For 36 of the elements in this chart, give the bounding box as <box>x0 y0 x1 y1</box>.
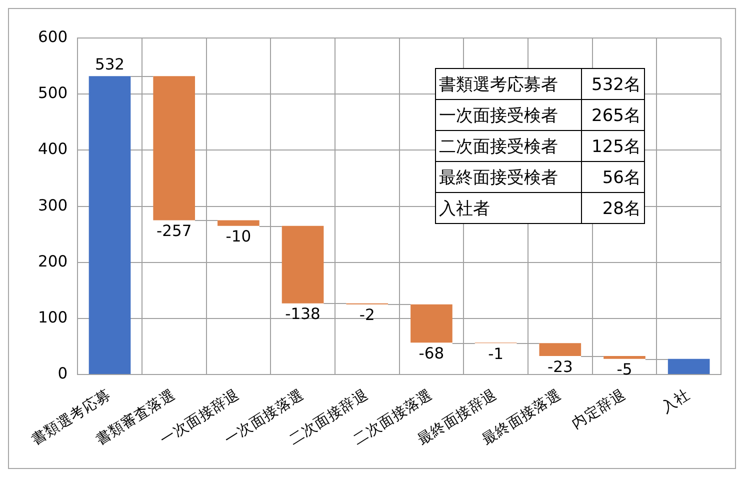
data-label: -2 <box>359 306 375 324</box>
annotation: 265名 <box>582 100 644 130</box>
bar <box>539 343 582 356</box>
y-tick-label: 500 <box>38 84 68 102</box>
annotation: 入社者 <box>436 192 582 224</box>
annotation: 532名 <box>582 68 644 100</box>
bar <box>668 358 710 374</box>
annotation: 28名 <box>582 192 644 224</box>
annotation: 一次面接受検者 <box>436 100 582 130</box>
data-label: -5 <box>616 360 632 379</box>
data-label: -10 <box>226 228 252 246</box>
y-tick-label: 400 <box>38 140 68 158</box>
bar <box>604 356 646 359</box>
data-label: -138 <box>285 305 320 324</box>
y-tick-label: 100 <box>38 308 68 326</box>
x-tick-label: 入社 <box>658 386 693 416</box>
y-tick-label: 200 <box>38 252 68 270</box>
y-tick-label: 300 <box>38 196 68 214</box>
bar <box>282 226 324 304</box>
annotation: 56名 <box>582 162 644 192</box>
annotation: 最終面接受検者 <box>436 162 582 192</box>
data-label: -257 <box>156 222 192 240</box>
bar <box>410 304 452 343</box>
y-tick-label: 600 <box>38 28 68 46</box>
bar <box>218 220 260 226</box>
data-label: -68 <box>418 344 444 362</box>
x-tick-label: 内定辞退 <box>568 386 629 432</box>
bar <box>88 76 131 374</box>
bar <box>153 76 196 220</box>
data-label: 532 <box>94 55 125 74</box>
data-label: -1 <box>488 344 504 363</box>
data-label: -23 <box>547 358 573 376</box>
annotation: 125名 <box>582 130 644 162</box>
y-tick-label: 0 <box>58 364 68 383</box>
annotation: 書類選考応募者 <box>436 68 582 100</box>
annotation: 二次面接受検者 <box>436 130 582 162</box>
